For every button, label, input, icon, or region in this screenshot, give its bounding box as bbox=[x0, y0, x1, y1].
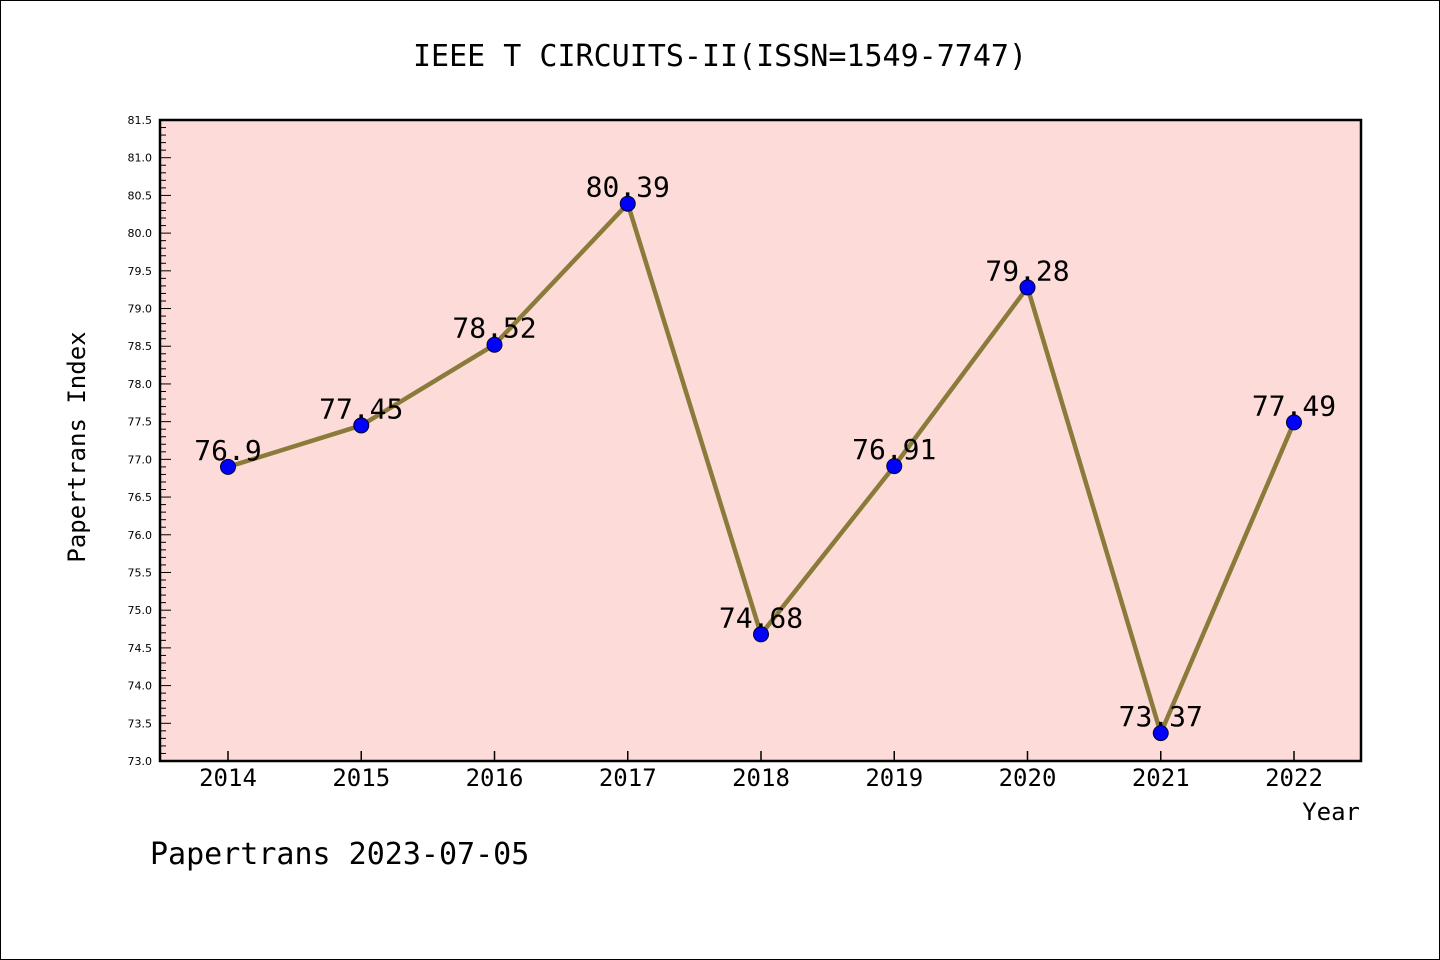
y-tick-label: 74.5 bbox=[128, 642, 153, 655]
data-point-marker bbox=[753, 626, 769, 643]
data-point-marker bbox=[1286, 414, 1302, 431]
data-value-label: 74.68 bbox=[719, 601, 803, 634]
y-tick-label: 81.0 bbox=[128, 152, 153, 165]
y-tick-label: 76.0 bbox=[128, 529, 153, 542]
data-point-marker bbox=[486, 336, 503, 353]
data-value-label: 79.28 bbox=[985, 254, 1069, 287]
marker-group bbox=[220, 195, 1302, 742]
footer-source-date: Papertrans 2023-07-05 bbox=[150, 837, 529, 872]
data-value-label: 78.52 bbox=[452, 312, 536, 345]
data-point-marker bbox=[619, 195, 636, 212]
y-tick-label: 73.0 bbox=[128, 755, 153, 768]
y-tick-label: 80.5 bbox=[128, 189, 153, 202]
data-value-label: 76.9 bbox=[194, 434, 261, 467]
data-value-label: 77.49 bbox=[1252, 389, 1336, 422]
x-tick-label: 2014 bbox=[199, 764, 257, 792]
y-tick-label: 76.5 bbox=[128, 491, 153, 504]
y-tick-label: 75.0 bbox=[128, 604, 153, 617]
y-axis-ticks: 73.0 73.5 74.0 74.5 75.0 75.5 76.0 76.5 77.0 77.5… bbox=[128, 114, 171, 768]
y-tick-label: 75.5 bbox=[128, 566, 153, 579]
x-tick-label: 2017 bbox=[599, 764, 657, 792]
x-tick-label: 2015 bbox=[332, 764, 390, 792]
data-point-marker bbox=[1152, 725, 1169, 742]
x-axis-label: Year bbox=[1302, 798, 1360, 826]
y-axis-label: Papertrans Index bbox=[63, 331, 91, 562]
x-tick-label: 2022 bbox=[1265, 764, 1323, 792]
data-value-label: 77.45 bbox=[319, 392, 403, 425]
data-point-marker bbox=[886, 458, 903, 475]
x-tick-label: 2018 bbox=[732, 764, 790, 792]
plot-area bbox=[158, 118, 1363, 763]
y-tick-label: 78.0 bbox=[128, 378, 153, 391]
y-tick-label: 81.5 bbox=[128, 114, 153, 127]
data-value-label: 80.39 bbox=[586, 171, 670, 204]
x-axis-ticks: 2014 2015 2016 2017 2018 2019 2020 2021 2022 bbox=[199, 751, 1323, 792]
y-tick-label: 74.0 bbox=[128, 680, 153, 693]
y-tick-label: 77.5 bbox=[128, 416, 153, 429]
data-value-label: 76.91 bbox=[852, 433, 936, 466]
data-label-group: 76.9 77.45 78.52 80.39 74.68 76.91 79.28 73.37 7… bbox=[194, 171, 1336, 733]
y-tick-label: 79.0 bbox=[128, 303, 153, 316]
x-tick-label: 2016 bbox=[466, 764, 524, 792]
data-value-label: 73.37 bbox=[1119, 700, 1203, 733]
x-tick-label: 2020 bbox=[999, 764, 1057, 792]
y-tick-label: 79.5 bbox=[128, 265, 153, 278]
y-tick-label: 78.5 bbox=[128, 340, 153, 353]
data-point-marker bbox=[220, 458, 236, 475]
x-tick-label: 2019 bbox=[865, 764, 923, 792]
chart-title: IEEE T CIRCUITS-II(ISSN=1549-7747) bbox=[413, 39, 1027, 74]
data-point-marker bbox=[1019, 279, 1036, 296]
x-tick-label: 2021 bbox=[1132, 764, 1190, 792]
y-tick-label: 77.0 bbox=[128, 453, 153, 466]
data-point-marker bbox=[353, 417, 370, 434]
y-tick-label: 73.5 bbox=[128, 717, 153, 730]
y-tick-label: 80.0 bbox=[128, 227, 153, 240]
